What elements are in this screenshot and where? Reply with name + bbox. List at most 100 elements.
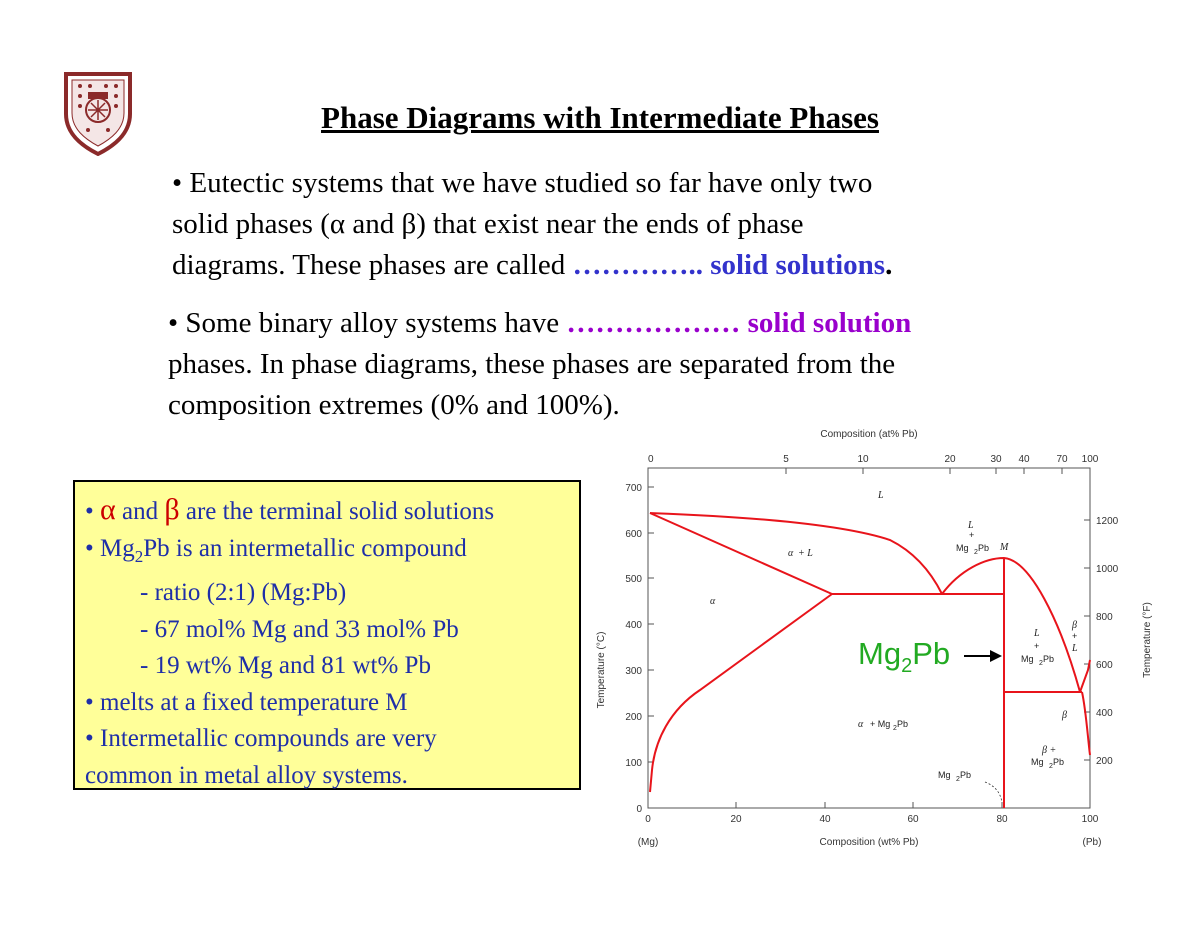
compound-leader-line [984, 781, 1003, 803]
region-label: 2 [1039, 660, 1043, 667]
region-label: + [969, 530, 974, 540]
top-axis-title: Composition (at% Pb) [820, 429, 917, 440]
note-item: • α and β are the terminal solid solutio… [85, 493, 495, 526]
alpha-solidus [649, 512, 833, 595]
top-axis-ticks: 0 5 10 20 30 40 70 100 [648, 454, 1099, 474]
melting-point-label: M [999, 542, 1009, 553]
university-crest-logo [64, 72, 132, 156]
region-label: 2 [893, 725, 897, 732]
region-label: Mg [1021, 654, 1034, 664]
paragraph-line: solid phases (α and β) that exist near t… [172, 208, 804, 240]
fill-in-blank-terminal: ………….. solid solutions [572, 249, 886, 281]
left-axis-title: Temperature (°C) [596, 632, 607, 709]
left-tick-label: 100 [625, 758, 642, 769]
paragraph-line: phases. In phase diagrams, these phases … [168, 348, 896, 380]
top-tick-label: 0 [648, 454, 654, 465]
region-label: L [1033, 628, 1040, 639]
beta-solvus [1081, 691, 1091, 756]
note-subitem: - 19 wt% Mg and 81 wt% Pb [140, 652, 431, 679]
alpha-symbol: α [329, 208, 346, 240]
bottom-tick-label: 20 [730, 814, 742, 825]
bottom-tick-label: 80 [996, 814, 1008, 825]
intermediate-paragraph: • Some binary alloy systems have ……………… … [168, 303, 911, 426]
note-item: • melts at a fixed temperature M [85, 688, 408, 716]
right-tick-label: 600 [1096, 660, 1113, 671]
region-label: + [1034, 641, 1039, 651]
top-tick-label: 20 [944, 454, 956, 465]
callout-arrow-head [990, 650, 1002, 662]
bottom-tick-label: 40 [819, 814, 831, 825]
region-label: Mg [956, 543, 969, 553]
region-label: + [1072, 631, 1077, 641]
bottom-axis-title: Composition (wt% Pb) [820, 837, 919, 848]
region-label: α [858, 719, 864, 730]
region-label: β + [1041, 745, 1056, 756]
left-tick-label: 600 [625, 529, 642, 540]
left-tick-label: 300 [625, 666, 642, 677]
alpha-symbol: α [100, 493, 116, 526]
top-tick-label: 100 [1082, 454, 1099, 465]
region-beta: β [1061, 710, 1067, 721]
right-tick-label: 1200 [1096, 516, 1119, 527]
compound-label: Mg [938, 770, 951, 780]
paragraph-line: diagrams. These phases are called …………..… [172, 249, 893, 281]
plot-frame [647, 467, 1091, 809]
compound-label: 2 [956, 776, 960, 783]
eutectic-paragraph: • Eutectic systems that we have studied … [172, 163, 892, 286]
paragraph-line: composition extremes (0% and 100%). [168, 389, 620, 421]
end-label-mg: (Mg) [638, 837, 659, 848]
end-label-pb: (Pb) [1083, 837, 1102, 848]
bottom-axis-ticks: 0 20 40 60 80 100 [645, 802, 1099, 825]
top-tick-label: 30 [990, 454, 1002, 465]
region-label: + Mg [870, 719, 890, 729]
top-tick-label: 40 [1018, 454, 1030, 465]
region-alpha: α [710, 596, 716, 607]
left-tick-label: 400 [625, 620, 642, 631]
left-tick-label: 500 [625, 574, 642, 585]
compound-label: Pb [960, 770, 971, 780]
region-label: 2 [1049, 763, 1053, 770]
note-subitem: - 67 mol% Mg and 33 mol% Pb [140, 615, 459, 643]
top-tick-label: 5 [783, 454, 789, 465]
note-item: • Mg2Pb is an intermetallic compound [85, 534, 467, 566]
mg-pb-phase-diagram: Composition (at% Pb) 0 5 10 20 30 40 70 … [596, 429, 1153, 848]
left-tick-label: 200 [625, 712, 642, 723]
region-label: Pb [978, 543, 989, 553]
left-axis-ticks: 0 100 200 300 400 500 600 700 [625, 483, 654, 815]
liquidus-pb [1079, 659, 1091, 693]
paragraph-line: • Eutectic systems that we have studied … [172, 167, 873, 199]
left-tick-label: 700 [625, 483, 642, 494]
mg2pb-callout: Mg2Pb [858, 636, 950, 677]
beta-symbol: β [164, 493, 180, 526]
right-tick-label: 200 [1096, 756, 1113, 767]
right-tick-label: 400 [1096, 708, 1113, 719]
liquidus-left [649, 512, 943, 595]
notes-box: • α and β are the terminal solid solutio… [73, 480, 581, 790]
right-tick-label: 800 [1096, 612, 1113, 623]
paragraph-line: • Some binary alloy systems have ……………… … [168, 307, 912, 339]
region-label: L [967, 520, 974, 531]
right-axis-ticks: 200 400 600 800 1000 1200 [1084, 516, 1119, 767]
top-tick-label: 70 [1056, 454, 1068, 465]
region-label: Pb [897, 719, 908, 729]
region-alpha-liquid-a: α [788, 548, 794, 559]
bottom-tick-label: 60 [907, 814, 919, 825]
region-label: 2 [974, 549, 978, 556]
region-label: Pb [1043, 654, 1054, 664]
left-tick-label: 0 [636, 804, 642, 815]
fill-in-blank-intermediate: ……………… solid solution [566, 307, 912, 339]
note-item: • Intermetallic compounds are very [85, 725, 437, 752]
region-label: L [1071, 643, 1078, 654]
note-subitem: - ratio (2:1) (Mg:Pb) [140, 579, 347, 606]
region-liquid: L [877, 490, 884, 501]
top-tick-label: 10 [857, 454, 869, 465]
bottom-tick-label: 0 [645, 814, 651, 825]
slide-title: Phase Diagrams with Intermediate Phases [321, 100, 879, 135]
liquidus-mg2pb [941, 556, 1081, 693]
alpha-solvus [649, 593, 833, 793]
note-item: common in metal alloy systems. [85, 761, 408, 789]
region-label: Pb [1053, 757, 1064, 767]
region-label: Mg [1031, 757, 1044, 767]
right-tick-label: 1000 [1096, 564, 1119, 575]
region-alpha-liquid-b: + L [798, 548, 813, 559]
